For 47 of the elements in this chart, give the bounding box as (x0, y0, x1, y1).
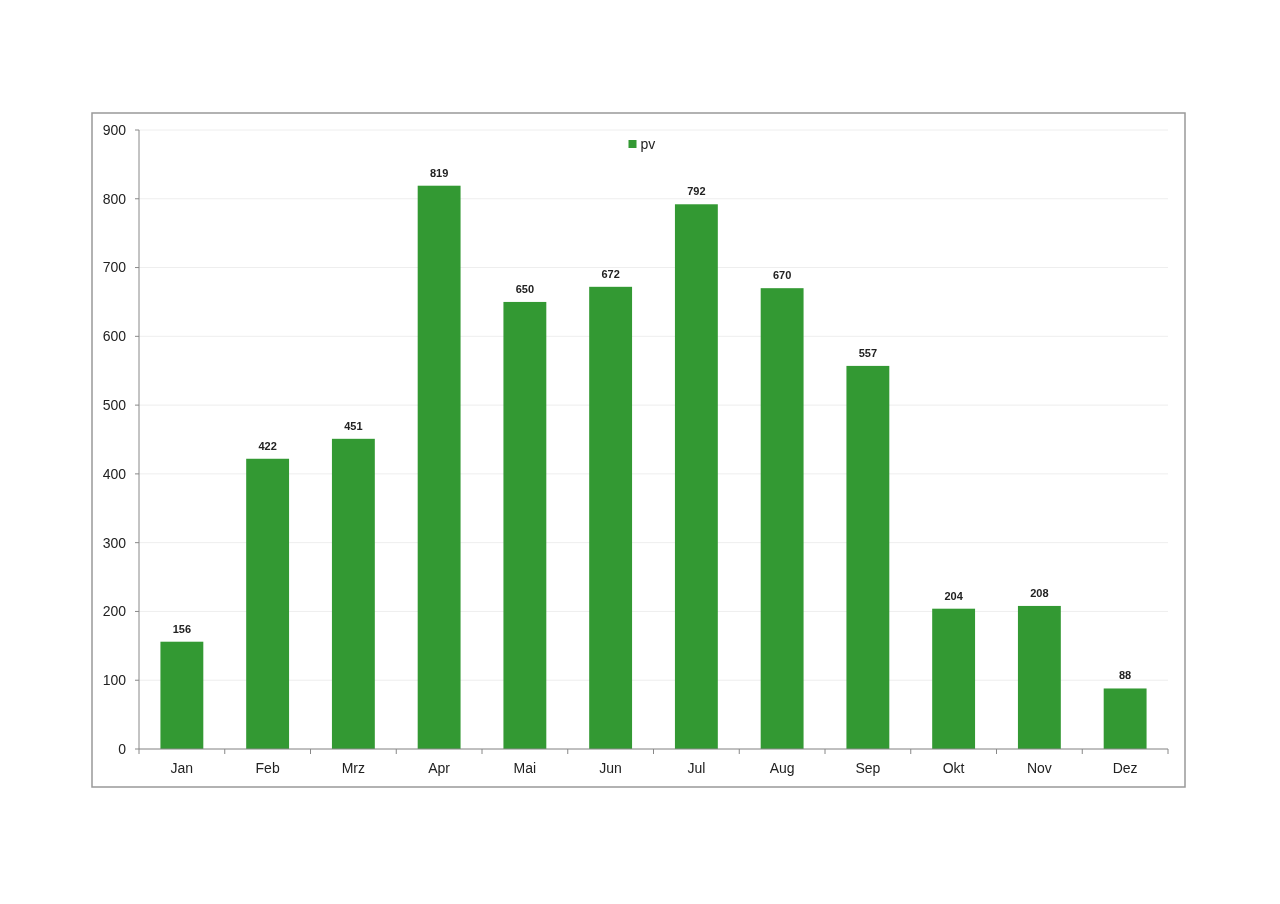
x-tick-label: Aug (769, 760, 795, 776)
x-tick-label: Mai (513, 760, 537, 776)
x-tick-label: Feb (255, 760, 280, 776)
bar (331, 438, 375, 749)
bar (160, 641, 204, 749)
x-tick-label: Apr (428, 760, 451, 776)
data-label: 672 (601, 267, 620, 280)
y-tick-label: 0 (118, 740, 127, 757)
data-label: 792 (687, 185, 706, 198)
data-label: 422 (258, 439, 277, 452)
y-tick-label: 100 (102, 672, 127, 689)
bar (674, 204, 718, 749)
data-label: 819 (429, 166, 449, 179)
y-tick-label: 300 (102, 534, 127, 551)
x-tick-label: Sep (855, 760, 881, 776)
y-tick-label: 900 (102, 121, 127, 138)
data-label: 156 (172, 622, 192, 635)
x-tick-label: Mrz (341, 760, 366, 776)
data-label: 451 (344, 419, 363, 432)
bar (846, 365, 890, 749)
y-tick-label: 200 (102, 603, 127, 620)
bar (932, 608, 976, 749)
x-tick-label: Jul (687, 760, 706, 776)
data-label: 204 (944, 589, 964, 602)
data-label: 88 (1119, 669, 1132, 682)
x-tick-label: Nov (1026, 760, 1052, 776)
bar (503, 301, 547, 749)
x-tick-label: Jun (599, 760, 622, 776)
bar (760, 288, 804, 749)
bar (417, 185, 461, 749)
data-label: 557 (858, 346, 878, 359)
y-tick-label: 600 (102, 328, 127, 345)
bar (246, 458, 290, 749)
y-tick-label: 800 (102, 190, 127, 207)
y-tick-label: 700 (102, 259, 127, 276)
data-label: 208 (1030, 586, 1049, 599)
x-tick-label: Jan (170, 760, 194, 776)
bar (1017, 605, 1061, 749)
y-tick-label: 500 (102, 397, 127, 414)
x-tick-label: Dez (1112, 760, 1138, 776)
data-label: 670 (772, 269, 792, 282)
data-label: 650 (515, 282, 535, 295)
legend-label: pv (640, 135, 656, 152)
bar (1103, 688, 1147, 749)
bar (589, 286, 633, 749)
x-tick-label: Okt (942, 760, 965, 776)
y-tick-label: 400 (102, 465, 127, 482)
